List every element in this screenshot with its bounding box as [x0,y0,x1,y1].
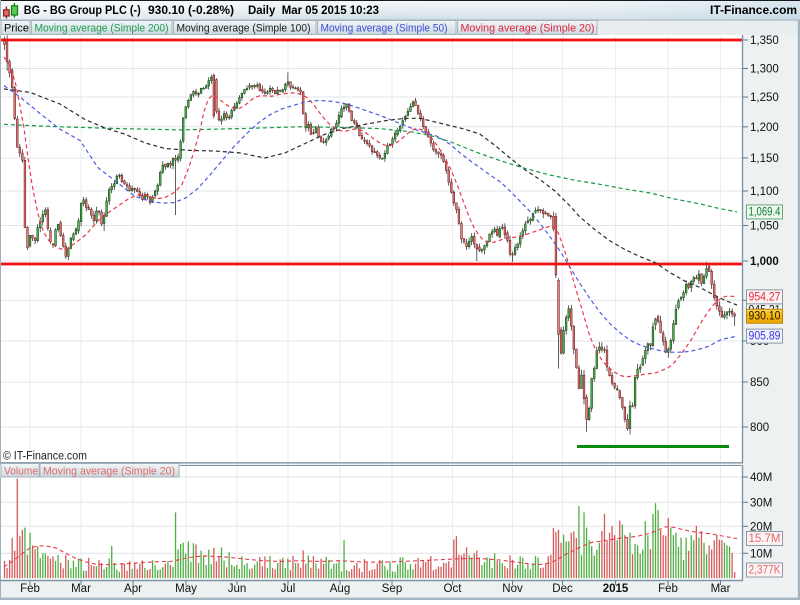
svg-text:Feb: Feb [20,583,40,595]
svg-text:1,250: 1,250 [750,92,779,104]
svg-text:1,300: 1,300 [750,64,779,76]
svg-text:Sep: Sep [382,583,402,595]
svg-text:850: 850 [750,377,769,389]
svg-text:15.7M: 15.7M [749,533,781,545]
svg-text:1,150: 1,150 [750,153,779,165]
svg-text:Price: Price [4,23,29,35]
svg-text:Jun: Jun [228,583,247,595]
svg-text:Moving average (Simple 20): Moving average (Simple 20) [43,466,175,478]
svg-text:20M: 20M [750,521,772,533]
svg-text:Moving average (Simple 200): Moving average (Simple 200) [35,23,169,35]
svg-text:Mar: Mar [711,583,731,595]
svg-text:10M: 10M [750,548,772,560]
svg-text:IT-Finance.com: IT-Finance.com [710,5,797,17]
svg-text:Dec: Dec [552,583,573,595]
svg-text:Volume: Volume [4,466,38,478]
svg-text:1,050: 1,050 [750,221,779,233]
svg-text:BG - BG Group PLC (-): BG - BG Group PLC (-) [24,5,141,17]
svg-text:Feb: Feb [658,583,678,595]
svg-text:Moving average (Simple 50): Moving average (Simple 50) [321,23,448,35]
svg-text:Daily Mar 05 2015 10:23: Daily Mar 05 2015 10:23 [248,5,379,17]
svg-text:954.27: 954.27 [749,291,781,303]
svg-text:Nov: Nov [502,583,523,595]
svg-text:30M: 30M [750,497,772,509]
svg-text:1,200: 1,200 [750,122,779,134]
svg-text:930.10: 930.10 [749,311,781,323]
svg-text:May: May [175,583,197,595]
svg-text:2015: 2015 [603,583,629,595]
svg-text:Moving average (Simple 100): Moving average (Simple 100) [177,23,311,35]
svg-text:Oct: Oct [444,583,463,595]
svg-text:Moving average (Simple 20): Moving average (Simple 20) [461,23,595,35]
svg-text:Jul: Jul [281,583,296,595]
svg-text:1,350: 1,350 [750,35,779,47]
svg-text:Aug: Aug [330,583,350,595]
svg-text:1,100: 1,100 [750,186,779,198]
svg-text:2,377K: 2,377K [749,565,781,577]
svg-text:930.10 (-0.28%): 930.10 (-0.28%) [148,5,234,17]
svg-text:905.89: 905.89 [749,331,781,343]
svg-text:1,000: 1,000 [750,256,779,268]
svg-text:© IT-Finance.com: © IT-Finance.com [3,451,87,463]
svg-text:1,069.4: 1,069.4 [749,206,781,218]
svg-text:800: 800 [750,422,769,434]
svg-text:40M: 40M [750,472,772,484]
svg-text:Apr: Apr [124,583,142,595]
svg-text:Mar: Mar [71,583,91,595]
